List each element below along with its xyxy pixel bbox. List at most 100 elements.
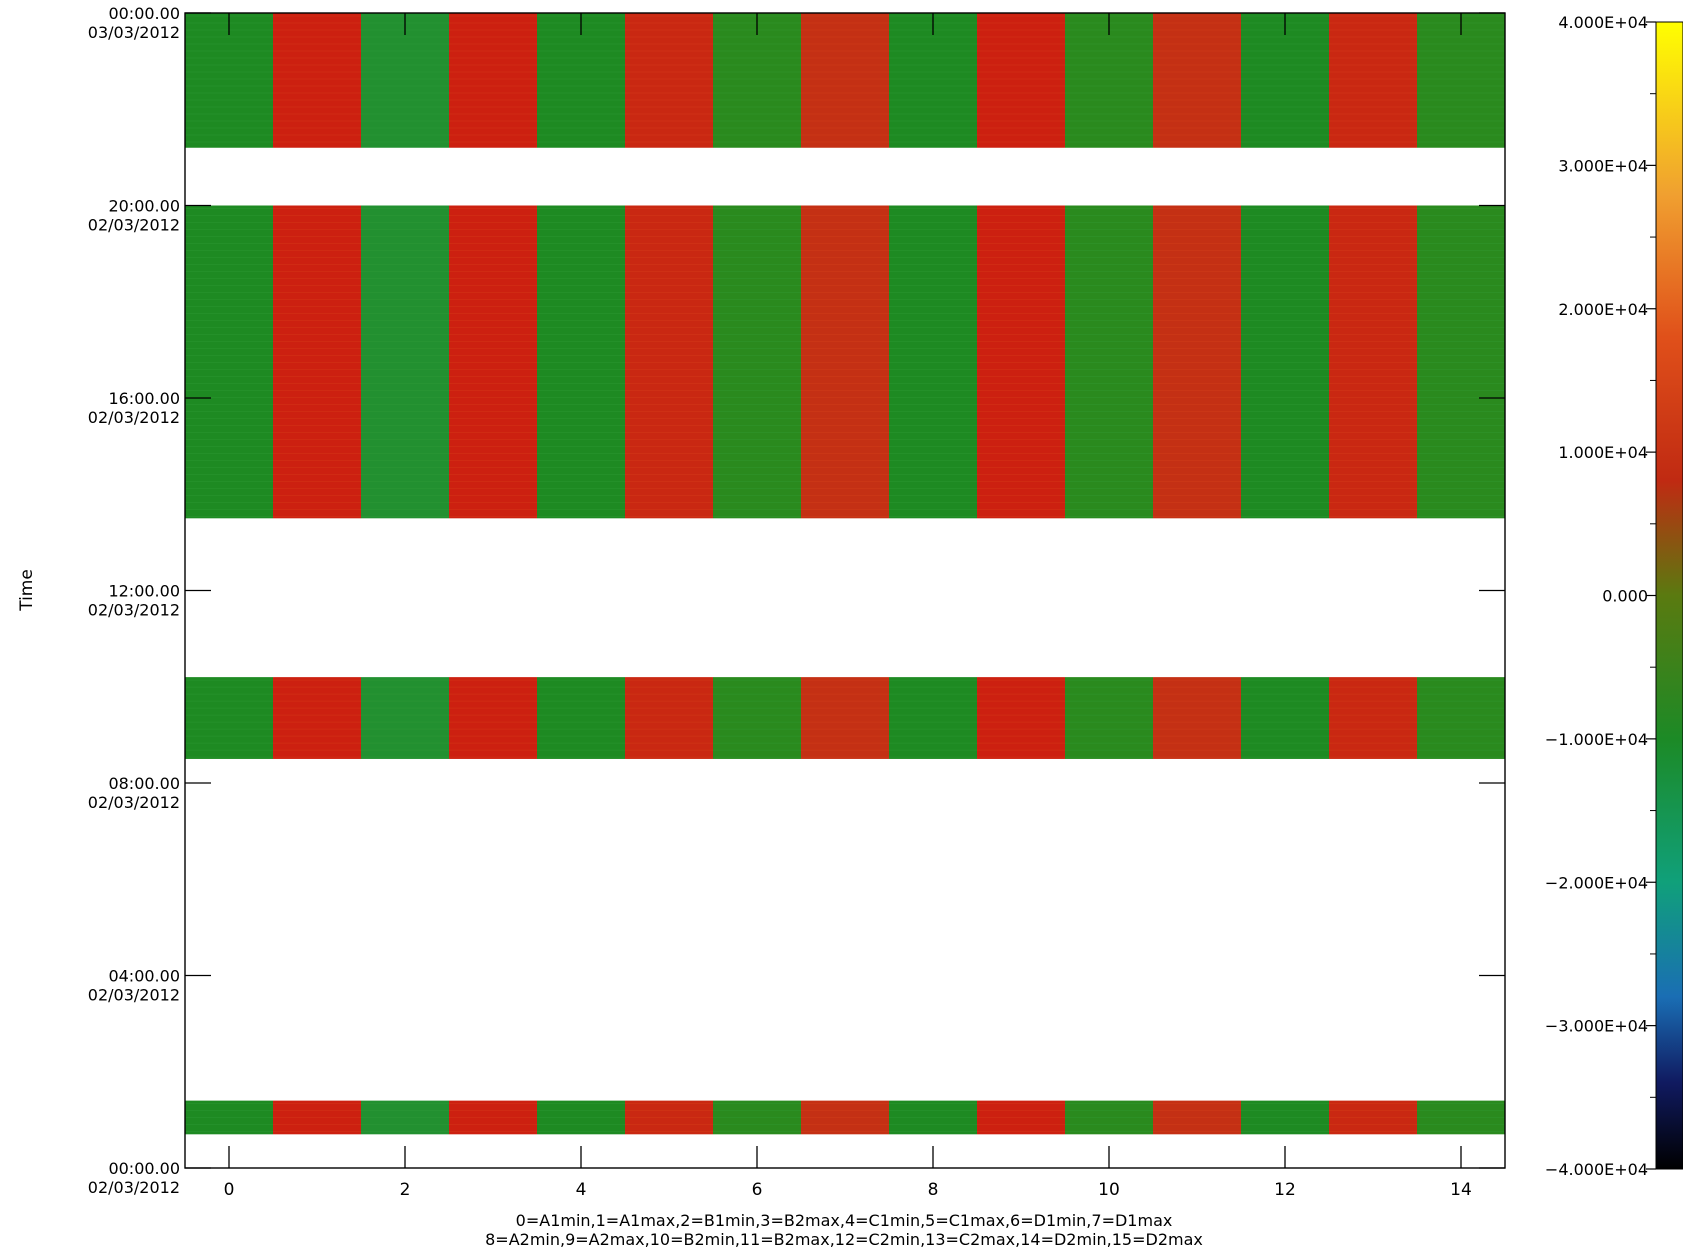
heatmap-cell — [889, 205, 977, 519]
heatmap-cell — [1241, 1100, 1329, 1135]
y-tick-label-date: 02/03/2012 — [88, 408, 180, 427]
y-tick-label-time: 04:00.00 — [108, 967, 180, 986]
heatmap-cell — [1065, 13, 1153, 148]
heatmap-cell — [361, 1100, 449, 1135]
heatmap-cell — [273, 1100, 361, 1135]
heatmap-cell — [1065, 205, 1153, 519]
heatmap-cell — [625, 13, 713, 148]
heatmap-cell — [449, 13, 537, 148]
y-tick-label-date: 03/03/2012 — [88, 23, 180, 42]
y-tick-label-time: 00:00.00 — [108, 4, 180, 23]
colorbar-tick-label: 2.000E+04 — [1558, 300, 1648, 319]
colorbar-tick-label: −4.000E+04 — [1545, 1160, 1648, 1179]
x-axis: 0 2 4 6 8 10 12 14 — [224, 13, 1472, 1200]
heatmap-cell — [361, 205, 449, 519]
heatmap-cell — [713, 205, 801, 519]
y-tick-label-time: 00:00.00 — [108, 1159, 180, 1178]
heatmap-cell — [1417, 1100, 1505, 1135]
heatmap-cell — [273, 13, 361, 148]
heatmap-cell — [1241, 205, 1329, 519]
x-tick-label: 4 — [576, 1180, 587, 1200]
heatmap-cell — [361, 13, 449, 148]
heatmap-cell — [889, 677, 977, 759]
y-tick-label-date: 02/03/2012 — [88, 1178, 180, 1197]
plot-frame — [184, 12, 1506, 1169]
heatmap-cell — [185, 205, 273, 519]
heatmap-cell — [1153, 205, 1241, 519]
heatmap-cell — [713, 1100, 801, 1135]
heatmap-cell — [537, 677, 625, 759]
heatmap-cell — [1417, 13, 1505, 148]
y-tick-label-time: 20:00.00 — [108, 197, 180, 216]
colorbar-axis: −4.000E+04 −3.000E+04 −2.000E+04 −1.000E+04… — [1545, 13, 1656, 1179]
heatmap-cell — [713, 677, 801, 759]
x-tick-label: 12 — [1274, 1180, 1296, 1200]
y-tick-label-date: 02/03/2012 — [88, 793, 180, 812]
colorbar-tick-label: −2.000E+04 — [1545, 873, 1648, 892]
heatmap-cell — [449, 677, 537, 759]
heatmap-cell — [801, 677, 889, 759]
heatmap-cell — [537, 13, 625, 148]
heatmap-cell — [801, 13, 889, 148]
x-tick-label: 0 — [224, 1180, 235, 1200]
colorbar-tick-label: 4.000E+04 — [1558, 13, 1648, 32]
x-tick-label: 8 — [928, 1180, 939, 1200]
heatmap-cell — [977, 677, 1065, 759]
heatmap-cell — [1329, 205, 1417, 519]
heatmap-cell — [1417, 677, 1505, 759]
y-tick-label-date: 02/03/2012 — [88, 601, 180, 620]
heatmap-cell — [625, 677, 713, 759]
x-axis-label-line-2: 8=A2min,9=A2max,10=B2min,11=B2max,12=C2m… — [485, 1230, 1203, 1249]
y-tick-label-time: 08:00.00 — [108, 774, 180, 793]
heatmap-cell — [801, 1100, 889, 1135]
heatmap-cell — [537, 205, 625, 519]
heatmap-cell — [977, 13, 1065, 148]
x-tick-label: 6 — [752, 1180, 763, 1200]
x-tick-label: 14 — [1450, 1180, 1472, 1200]
heatmap-cell — [361, 677, 449, 759]
heatmap-cell — [185, 677, 273, 759]
y-tick-label-date: 02/03/2012 — [88, 216, 180, 235]
y-axis: 00:00.0002/03/201204:00.0002/03/201208:0… — [88, 4, 1505, 1197]
heatmap-cell — [449, 205, 537, 519]
heatmap-cell — [185, 13, 273, 148]
heatmap-cell — [273, 205, 361, 519]
heatmap-cell — [537, 1100, 625, 1135]
heatmap-cell — [1153, 13, 1241, 148]
heatmap-cell — [1153, 677, 1241, 759]
y-tick-label-date: 02/03/2012 — [88, 986, 180, 1005]
heatmap-cell — [801, 205, 889, 519]
colorbar-tick-label: −3.000E+04 — [1545, 1017, 1648, 1036]
heatmap-cell — [977, 205, 1065, 519]
heatmap-cell — [1241, 677, 1329, 759]
heatmap-cell — [625, 1100, 713, 1135]
heatmap-cell — [273, 677, 361, 759]
heatmap-cell — [1417, 205, 1505, 519]
heatmap-cell — [625, 205, 713, 519]
colorbar-tick-label: −1.000E+04 — [1545, 730, 1648, 749]
y-tick-label-time: 12:00.00 — [108, 582, 180, 601]
y-axis-label: Time — [17, 569, 37, 612]
heatmap-cell — [449, 1100, 537, 1135]
colorbar-tick-label: 0.000 — [1602, 587, 1648, 606]
heatmap-cell — [1065, 1100, 1153, 1135]
heatmap-cell — [713, 13, 801, 148]
heatmap-cell — [185, 1100, 273, 1135]
heatmap-cell — [889, 13, 977, 148]
x-axis-label-line-1: 0=A1min,1=A1max,2=B1min,3=B2max,4=C1min,… — [516, 1211, 1173, 1230]
heatmap-cell — [977, 1100, 1065, 1135]
colorbar — [1655, 21, 1683, 1170]
y-tick-label-time: 16:00.00 — [108, 389, 180, 408]
heatmap-cell — [1153, 1100, 1241, 1135]
x-tick-label: 2 — [400, 1180, 411, 1200]
heatmap-cell — [1241, 13, 1329, 148]
heatmap-cells — [185, 13, 1505, 1135]
heatmap-cell — [889, 1100, 977, 1135]
heatmap-cell — [1329, 677, 1417, 759]
heatmap-cell — [1329, 13, 1417, 148]
colorbar-tick-label: 1.000E+04 — [1558, 443, 1648, 462]
x-tick-label: 10 — [1098, 1180, 1120, 1200]
heatmap-cell — [1329, 1100, 1417, 1135]
colorbar-tick-label: 3.000E+04 — [1558, 156, 1648, 175]
